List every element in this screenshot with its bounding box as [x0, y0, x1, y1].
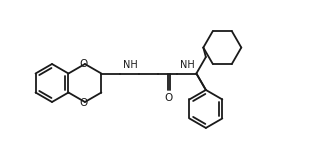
Text: O: O — [80, 98, 88, 108]
Text: O: O — [165, 93, 173, 103]
Text: NH: NH — [181, 60, 195, 70]
Text: O: O — [80, 58, 88, 68]
Text: NH: NH — [123, 60, 138, 70]
